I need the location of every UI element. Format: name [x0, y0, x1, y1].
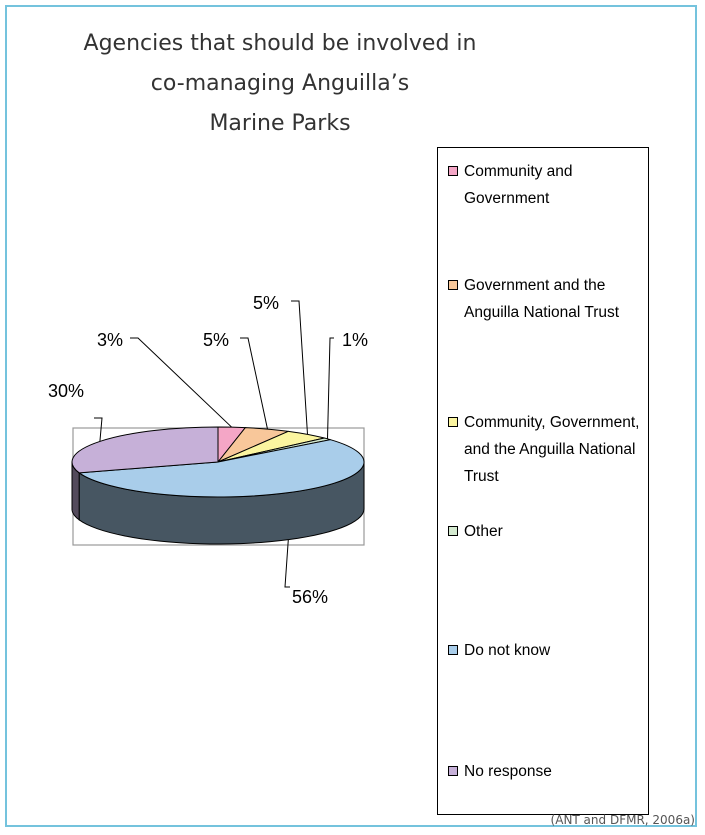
- legend: Community and Government Government and …: [437, 147, 649, 815]
- data-label-other: 1%: [342, 330, 368, 350]
- legend-label: No response: [464, 763, 552, 780]
- legend-item-no-response: No response: [446, 758, 646, 785]
- chart-title: Agencies that should be involved in co-m…: [20, 24, 540, 144]
- leader-line-1: [240, 337, 268, 430]
- legend-swatch: [448, 526, 458, 536]
- data-labels: 3% 5% 5% 1% 56% 30%: [48, 293, 368, 607]
- legend-item-community-government-ant: Community, Government, and the Anguilla …: [446, 409, 646, 490]
- data-label-do-not-know: 56%: [292, 587, 328, 607]
- chart-title-line-1: Agencies that should be involved in: [83, 31, 477, 56]
- pie-top-faces: [71, 426, 365, 498]
- legend-swatch: [448, 417, 458, 427]
- data-label-community-government-ant: 5%: [253, 293, 279, 313]
- leader-lines: [94, 300, 334, 588]
- legend-label: Other: [464, 523, 503, 540]
- chart-title-line-3: Marine Parks: [209, 111, 351, 136]
- leader-line-3: [327, 337, 334, 439]
- pie-slice-4: [77, 439, 365, 498]
- legend-label: Do not know: [464, 642, 551, 659]
- legend-label: Community and Government: [464, 163, 573, 207]
- data-label-no-response: 30%: [48, 381, 84, 401]
- legend-item-do-not-know: Do not know: [446, 637, 646, 664]
- pie-slice-5: [71, 426, 219, 474]
- legend-item-community-government: Community and Government: [446, 158, 646, 212]
- leader-line-4: [284, 539, 290, 588]
- legend-item-government-ant: Government and the Anguilla National Tru…: [446, 272, 646, 326]
- legend-swatch: [448, 280, 458, 290]
- leader-line-0: [130, 337, 233, 428]
- legend-item-other: Other: [446, 518, 646, 545]
- legend-label: Community, Government, and the Anguilla …: [464, 414, 640, 485]
- leader-line-5: [94, 417, 103, 442]
- data-label-community-government: 3%: [97, 330, 123, 350]
- chart-title-line-2: co-managing Anguilla’s: [150, 71, 410, 96]
- legend-label: Government and the Anguilla National Tru…: [464, 277, 620, 321]
- legend-swatch: [448, 166, 458, 176]
- source-citation: (ANT and DFMR, 2006a): [550, 813, 695, 827]
- data-label-government-ant: 5%: [203, 330, 229, 350]
- leader-line-2: [291, 300, 308, 435]
- legend-swatch: [448, 645, 458, 655]
- legend-swatch: [448, 766, 458, 776]
- chart-frame: [5, 5, 697, 827]
